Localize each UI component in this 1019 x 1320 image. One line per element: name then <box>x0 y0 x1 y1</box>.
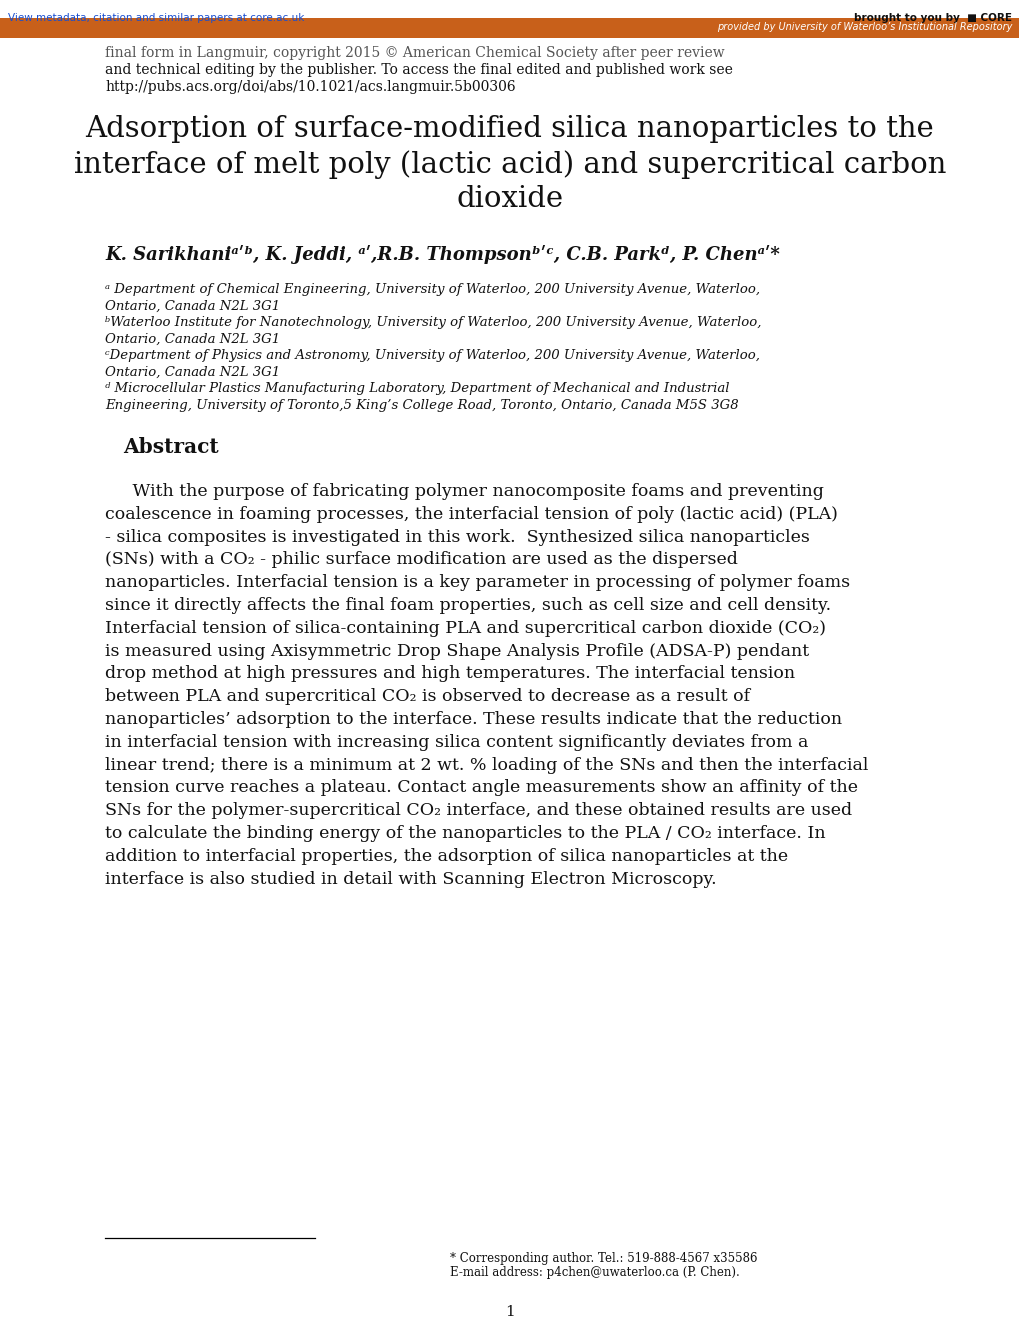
Text: - silica composites is investigated in this work.  Synthesized silica nanopartic: - silica composites is investigated in t… <box>105 528 809 545</box>
Text: nanoparticles. Interfacial tension is a key parameter in processing of polymer f: nanoparticles. Interfacial tension is a … <box>105 574 849 591</box>
Text: ᵈ Microcellular Plastics Manufacturing Laboratory, Department of Mechanical and : ᵈ Microcellular Plastics Manufacturing L… <box>105 381 738 412</box>
Text: tension curve reaches a plateau. Contact angle measurements show an affinity of : tension curve reaches a plateau. Contact… <box>105 779 857 796</box>
Text: linear trend; there is a minimum at 2 wt. % loading of the SNs and then the inte: linear trend; there is a minimum at 2 wt… <box>105 756 867 774</box>
Text: brought to you by  ■ CORE: brought to you by ■ CORE <box>853 13 1011 22</box>
Text: is measured using Axisymmetric Drop Shape Analysis Profile (ADSA-P) pendant: is measured using Axisymmetric Drop Shap… <box>105 643 808 660</box>
Text: coalescence in foaming processes, the interfacial tension of poly (lactic acid) : coalescence in foaming processes, the in… <box>105 506 837 523</box>
Text: E-mail address: p4chen@uwaterloo.ca (P. Chen).: E-mail address: p4chen@uwaterloo.ca (P. … <box>449 1266 739 1279</box>
Text: dioxide: dioxide <box>455 185 564 213</box>
Text: SNs for the polymer-supercritical CO₂ interface, and these obtained results are : SNs for the polymer-supercritical CO₂ in… <box>105 803 851 820</box>
Text: Adsorption of surface-modified silica nanoparticles to the: Adsorption of surface-modified silica na… <box>86 115 933 143</box>
Text: between PLA and supercritical CO₂ is observed to decrease as a result of: between PLA and supercritical CO₂ is obs… <box>105 688 749 705</box>
Text: (SNs) with a CO₂ - philic surface modification are used as the dispersed: (SNs) with a CO₂ - philic surface modifi… <box>105 552 737 569</box>
Text: ᵃ Department of Chemical Engineering, University of Waterloo, 200 University Ave: ᵃ Department of Chemical Engineering, Un… <box>105 282 759 313</box>
Text: ᶜDepartment of Physics and Astronomy, University of Waterloo, 200 University Ave: ᶜDepartment of Physics and Astronomy, Un… <box>105 348 759 379</box>
Text: ᵇWaterloo Institute for Nanotechnology, University of Waterloo, 200 University A: ᵇWaterloo Institute for Nanotechnology, … <box>105 315 761 346</box>
Text: drop method at high pressures and high temperatures. The interfacial tension: drop method at high pressures and high t… <box>105 665 795 682</box>
Text: and technical editing by the publisher. To access the final edited and published: and technical editing by the publisher. … <box>105 63 733 77</box>
Text: interface of melt poly (lactic acid) and supercritical carbon: interface of melt poly (lactic acid) and… <box>73 150 946 178</box>
Text: in interfacial tension with increasing silica content significantly deviates fro: in interfacial tension with increasing s… <box>105 734 808 751</box>
Text: final form in Langmuir, copyright 2015 © American Chemical Society after peer re: final form in Langmuir, copyright 2015 ©… <box>105 46 723 59</box>
Bar <box>0 18 1019 38</box>
Text: 1: 1 <box>504 1305 515 1319</box>
Text: Abstract: Abstract <box>123 437 218 457</box>
Text: http://pubs.acs.org/doi/abs/10.1021/acs.langmuir.5b00306: http://pubs.acs.org/doi/abs/10.1021/acs.… <box>105 81 516 94</box>
Text: since it directly affects the final foam properties, such as cell size and cell : since it directly affects the final foam… <box>105 597 830 614</box>
Text: addition to interfacial properties, the adsorption of silica nanoparticles at th: addition to interfacial properties, the … <box>105 847 788 865</box>
Text: interface is also studied in detail with Scanning Electron Microscopy.: interface is also studied in detail with… <box>105 871 716 887</box>
Text: * Corresponding author. Tel.: 519-888-4567 x35586: * Corresponding author. Tel.: 519-888-45… <box>449 1251 757 1265</box>
Text: Interfacial tension of silica-containing PLA and supercritical carbon dioxide (C: Interfacial tension of silica-containing… <box>105 620 825 636</box>
Text: K. Sarikhaniᵃʹᵇ, K. Jeddi, ᵃʹ,R.B. Thompsonᵇʹᶜ, C.B. Parkᵈ, P. Chenᵃʹ*: K. Sarikhaniᵃʹᵇ, K. Jeddi, ᵃʹ,R.B. Thomp… <box>105 246 779 264</box>
Text: With the purpose of fabricating polymer nanocomposite foams and preventing: With the purpose of fabricating polymer … <box>105 483 823 500</box>
Text: nanoparticles’ adsorption to the interface. These results indicate that the redu: nanoparticles’ adsorption to the interfa… <box>105 711 842 729</box>
Text: View metadata, citation and similar papers at core.ac.uk: View metadata, citation and similar pape… <box>8 13 304 22</box>
Text: to calculate the binding energy of the nanoparticles to the PLA / CO₂ interface.: to calculate the binding energy of the n… <box>105 825 824 842</box>
Text: provided by University of Waterloo’s Institutional Repository: provided by University of Waterloo’s Ins… <box>716 22 1011 32</box>
